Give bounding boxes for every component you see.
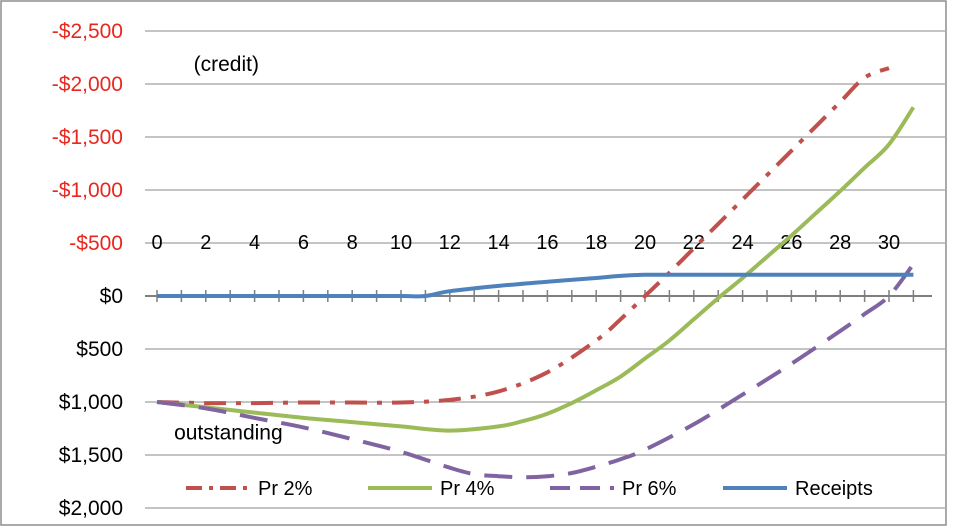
y-tick-label: $2,000 (59, 497, 123, 520)
x-tick-label: 10 (390, 232, 412, 254)
x-tick-label: 20 (634, 232, 656, 254)
gridlines (145, 30, 945, 509)
y-tick-label: -$500 (69, 232, 123, 255)
x-tick-label: 16 (536, 232, 558, 254)
x-tick-label: 0 (151, 232, 162, 254)
legend-label: Pr 4% (440, 478, 495, 500)
x-tick-label: 14 (487, 232, 509, 254)
x-tick-label: 22 (683, 232, 705, 254)
legend: Pr 2% Pr 4% Pr 6% Receipts (186, 478, 873, 500)
legend-label: Receipts (795, 478, 873, 500)
annotations: (credit) outstanding (174, 53, 283, 445)
annotation-label: outstanding (174, 422, 283, 445)
y-tick-label: -$2,000 (52, 73, 123, 96)
x-tick-label: 18 (585, 232, 607, 254)
x-tick-label: 6 (298, 232, 309, 254)
x-tick-label: 4 (249, 232, 260, 254)
y-tick-label: -$2,500 (52, 20, 123, 43)
x-tick-label: 2 (200, 232, 211, 254)
y-tick-label: -$1,500 (52, 126, 123, 149)
y-axis-ticks: -$2,500 -$2,000 -$1,500 -$1,000 -$500 $0 $500 $… (52, 20, 123, 520)
series-line-pr-2 (156, 66, 890, 406)
y-tick-label: $0 (100, 285, 123, 308)
annotation-label: (credit) (194, 53, 259, 76)
series-line-pr-6 (156, 262, 915, 480)
x-tick-label: 26 (780, 232, 802, 254)
x-axis-tick-labels: 0 2 4 6 8 10 12 14 16 18 20 22 24 26 28 30 (151, 232, 900, 254)
x-tick-label: 28 (829, 232, 851, 254)
y-tick-label: $500 (76, 338, 123, 361)
y-tick-label: $1,000 (59, 391, 123, 414)
y-tick-label: -$1,000 (52, 179, 123, 202)
series-line-pr-4 (156, 106, 916, 433)
y-tick-label: $1,500 (59, 444, 123, 467)
legend-label: Pr 6% (622, 478, 677, 500)
x-tick-label: 12 (439, 232, 461, 254)
x-tick-label: 8 (347, 232, 358, 254)
series-line-receipts (157, 272, 914, 299)
x-tick-label: 30 (878, 232, 900, 254)
series-lines (156, 66, 916, 480)
x-tick-label: 24 (731, 232, 753, 254)
legend-label: Pr 2% (258, 478, 313, 500)
